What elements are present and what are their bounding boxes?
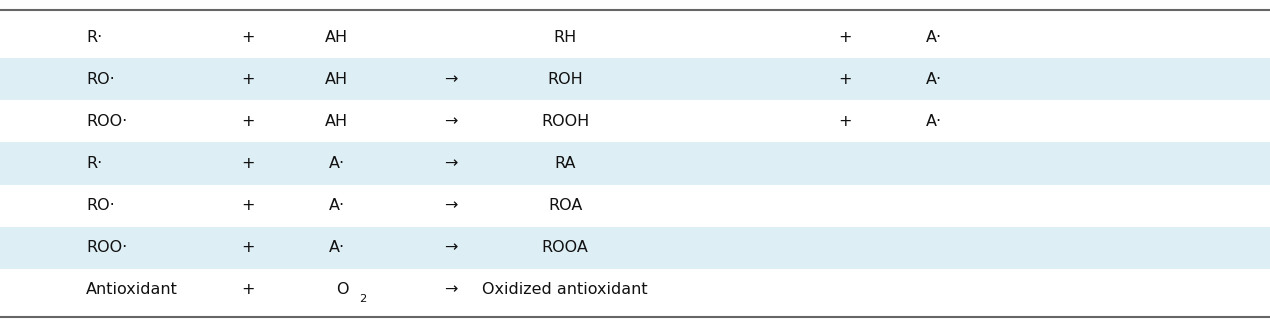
Text: →: → [444, 198, 457, 213]
Text: AH: AH [325, 72, 348, 87]
Text: +: + [838, 114, 851, 129]
Text: +: + [241, 30, 254, 45]
Text: +: + [241, 198, 254, 213]
Text: ROA: ROA [547, 198, 583, 213]
Text: ROOA: ROOA [542, 240, 588, 255]
Bar [0, 59, 1270, 100]
Text: RA: RA [555, 156, 575, 171]
Text: ROO·: ROO· [86, 240, 127, 255]
Text: R·: R· [86, 156, 103, 171]
Text: Oxidized antioxidant: Oxidized antioxidant [483, 282, 648, 297]
Text: →: → [444, 282, 457, 297]
Text: ROOH: ROOH [541, 114, 589, 129]
Text: R·: R· [86, 30, 103, 45]
Text: +: + [838, 30, 851, 45]
Text: RO·: RO· [86, 198, 116, 213]
Text: A·: A· [926, 72, 941, 87]
Text: Antioxidant: Antioxidant [86, 282, 178, 297]
Text: +: + [241, 282, 254, 297]
Text: +: + [241, 240, 254, 255]
Text: +: + [241, 114, 254, 129]
Bar [0, 227, 1270, 268]
Text: 2: 2 [359, 294, 367, 304]
Text: →: → [444, 72, 457, 87]
Text: ROH: ROH [547, 72, 583, 87]
Text: +: + [241, 72, 254, 87]
Text: →: → [444, 240, 457, 255]
Text: RO·: RO· [86, 72, 116, 87]
Text: A·: A· [926, 30, 941, 45]
Text: +: + [241, 156, 254, 171]
Text: AH: AH [325, 114, 348, 129]
Text: →: → [444, 156, 457, 171]
Bar [0, 143, 1270, 184]
Bar [0, 100, 1270, 143]
Text: A·: A· [329, 156, 344, 171]
Text: +: + [838, 72, 851, 87]
Bar [0, 268, 1270, 311]
Text: A·: A· [329, 240, 344, 255]
Bar [0, 16, 1270, 59]
Text: ROO·: ROO· [86, 114, 127, 129]
Text: →: → [444, 114, 457, 129]
Bar [0, 184, 1270, 227]
Text: A·: A· [926, 114, 941, 129]
Text: RH: RH [554, 30, 577, 45]
Text: A·: A· [329, 198, 344, 213]
Text: AH: AH [325, 30, 348, 45]
Text: O: O [337, 282, 349, 297]
